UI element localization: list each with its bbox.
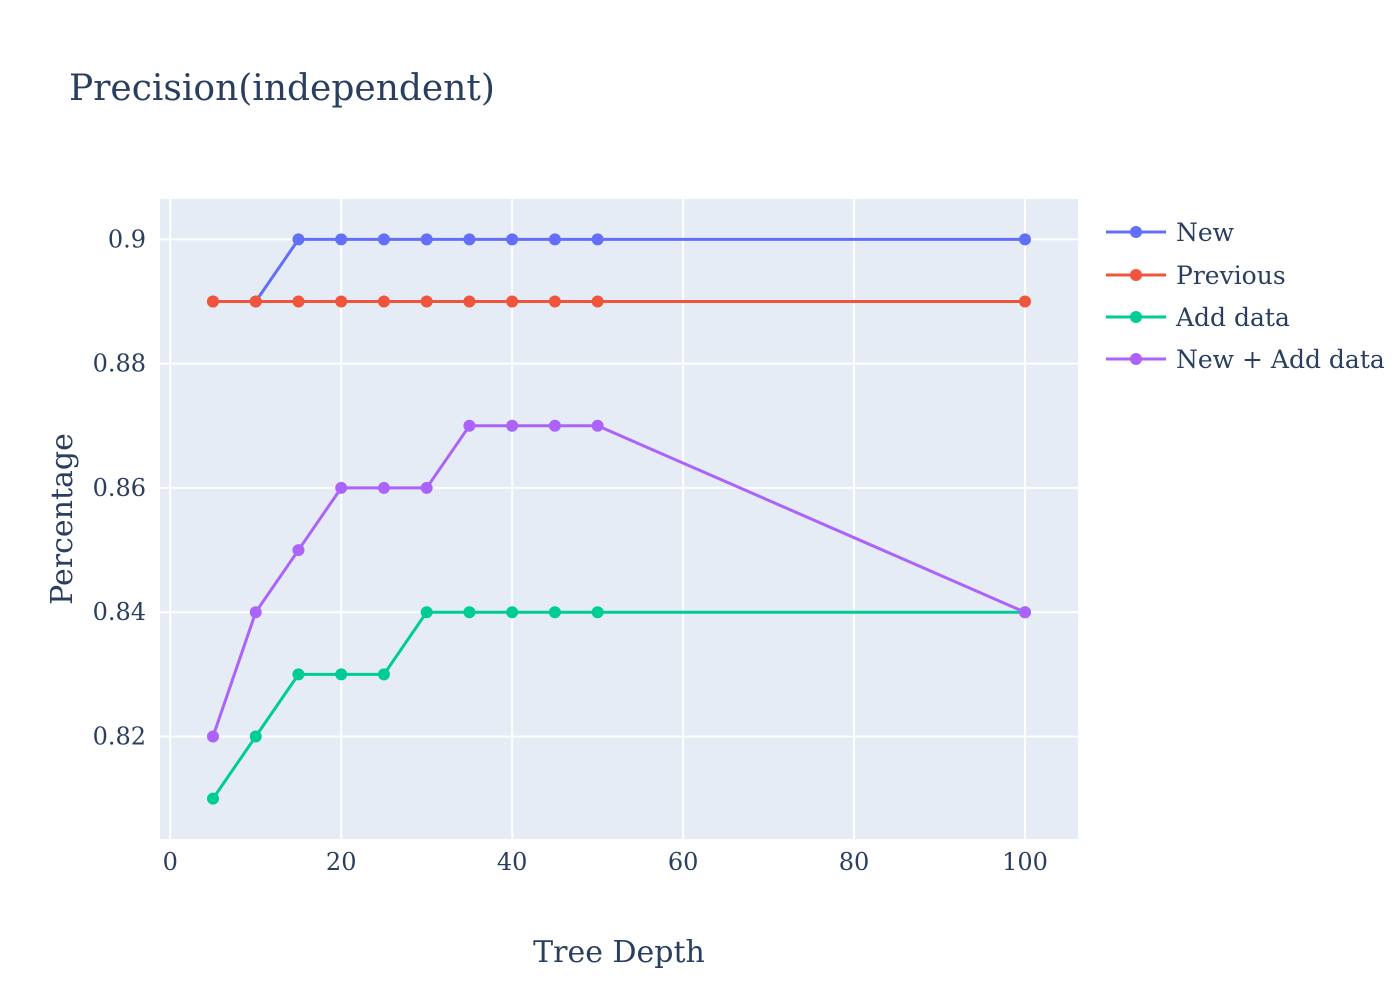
data-point[interactable] <box>548 233 561 246</box>
legend-marker <box>1130 269 1142 281</box>
legend-label: Add data <box>1175 303 1290 332</box>
data-point[interactable] <box>506 295 519 308</box>
data-point[interactable] <box>377 233 390 246</box>
data-point[interactable] <box>292 233 305 246</box>
data-point[interactable] <box>591 606 604 619</box>
y-tick-label: 0.9 <box>108 225 146 253</box>
legend-label: New + Add data <box>1176 345 1385 374</box>
data-point[interactable] <box>292 295 305 308</box>
legend-item[interactable]: Add data <box>1106 303 1290 332</box>
data-point[interactable] <box>249 606 262 619</box>
y-tick-label: 0.84 <box>93 598 146 626</box>
x-tick-label: 60 <box>668 848 699 876</box>
data-point[interactable] <box>463 233 476 246</box>
tick-labels: 0 20 40 60 80 100 0.82 0.84 0.86 0.88 0.9 <box>93 225 1048 876</box>
data-point[interactable] <box>377 295 390 308</box>
y-tick-label: 0.88 <box>93 350 146 378</box>
data-point[interactable] <box>591 295 604 308</box>
data-point[interactable] <box>591 233 604 246</box>
data-point[interactable] <box>420 233 433 246</box>
legend-item[interactable]: Previous <box>1106 261 1286 290</box>
legend-marker <box>1130 311 1142 323</box>
data-point[interactable] <box>335 668 348 681</box>
x-axis-title: Tree Depth <box>533 935 705 970</box>
data-point[interactable] <box>506 233 519 246</box>
data-point[interactable] <box>206 792 219 805</box>
data-point[interactable] <box>249 730 262 743</box>
data-point[interactable] <box>292 668 305 681</box>
data-point[interactable] <box>506 419 519 432</box>
data-point[interactable] <box>463 419 476 432</box>
legend-marker <box>1130 353 1142 365</box>
data-point[interactable] <box>420 606 433 619</box>
series-new-add-data <box>206 419 1032 743</box>
data-point[interactable] <box>420 295 433 308</box>
y-tick-label: 0.86 <box>93 474 146 502</box>
data-point[interactable] <box>1019 295 1032 308</box>
data-point[interactable] <box>249 295 262 308</box>
data-point[interactable] <box>548 419 561 432</box>
legend-label: Previous <box>1176 261 1286 290</box>
x-tick-label: 20 <box>326 848 357 876</box>
x-tick-label: 0 <box>163 848 178 876</box>
series-layer <box>206 233 1032 805</box>
x-tick-label: 100 <box>1002 848 1048 876</box>
data-point[interactable] <box>1019 233 1032 246</box>
data-point[interactable] <box>506 606 519 619</box>
data-point[interactable] <box>463 606 476 619</box>
data-point[interactable] <box>548 606 561 619</box>
data-point[interactable] <box>377 481 390 494</box>
data-point[interactable] <box>463 295 476 308</box>
data-point[interactable] <box>591 419 604 432</box>
chart-title: Precision(independent) <box>69 68 495 109</box>
y-tick-label: 0.82 <box>93 722 146 750</box>
legend-marker <box>1130 226 1142 238</box>
legend-label: New <box>1176 218 1235 247</box>
data-point[interactable] <box>377 668 390 681</box>
data-point[interactable] <box>292 544 305 557</box>
data-point[interactable] <box>1019 606 1032 619</box>
data-point[interactable] <box>206 730 219 743</box>
data-point[interactable] <box>206 295 219 308</box>
data-point[interactable] <box>335 295 348 308</box>
legend-item[interactable]: New + Add data <box>1106 345 1385 374</box>
series-previous <box>206 295 1032 308</box>
y-axis-title: Percentage <box>45 433 80 605</box>
x-tick-label: 40 <box>497 848 528 876</box>
plot-area <box>160 199 1078 839</box>
data-point[interactable] <box>335 233 348 246</box>
data-point[interactable] <box>548 295 561 308</box>
data-point[interactable] <box>420 481 433 494</box>
data-point[interactable] <box>335 481 348 494</box>
x-tick-label: 80 <box>839 848 870 876</box>
legend: New Previous Add data New + Add data <box>1106 218 1385 374</box>
legend-item[interactable]: New <box>1106 218 1235 247</box>
